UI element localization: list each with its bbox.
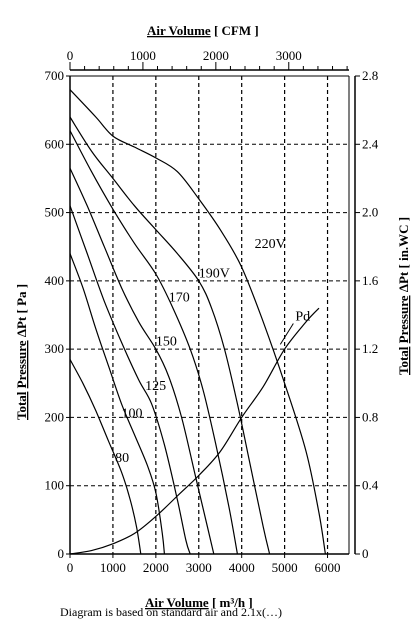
curve-label-170: 170 xyxy=(169,290,190,305)
bottom-tick-label-2: 2000 xyxy=(143,560,169,575)
left-tick-label-3: 300 xyxy=(45,341,65,356)
top-axis-title-word: Air Volume xyxy=(147,23,211,38)
bottom-axis-title-unit: [ m³/h ] xyxy=(209,595,253,610)
pd-leader-line xyxy=(279,323,294,345)
right-tick-label-0: 0 xyxy=(362,546,369,561)
caption-text: Diagram is based on standard air and 2.1… xyxy=(60,605,282,619)
left-tick-label-5: 500 xyxy=(45,205,65,220)
top-tick-label-0: 0 xyxy=(67,48,74,63)
right-tick-label-2: 0.8 xyxy=(362,409,378,424)
left-axis-title-unit: ΔPt [ Pa ] xyxy=(14,284,29,341)
left-axis-title-word2: Pressure xyxy=(14,340,29,388)
curve-150 xyxy=(69,167,215,555)
top-tick-label-3: 3000 xyxy=(276,48,302,63)
top-tick-label-2: 2000 xyxy=(203,48,229,63)
curve-label-150: 150 xyxy=(156,335,177,350)
left-axis-title-word1: Total xyxy=(14,391,29,420)
bottom-axis-title-word: Air Volume xyxy=(145,595,209,610)
top-axis-title-unit: [ CFM ] xyxy=(211,23,259,38)
curve-label-190v: 190V xyxy=(199,266,230,281)
left-tick-label-6: 600 xyxy=(45,136,65,151)
left-tick-label-0: 0 xyxy=(58,546,65,561)
bottom-tick-label-6: 6000 xyxy=(315,560,341,575)
curve-220v xyxy=(69,89,326,555)
right-tick-label-5: 2.0 xyxy=(362,205,378,220)
right-axis-title-word1: Total xyxy=(396,346,411,375)
left-tick-label-7: 700 xyxy=(45,68,65,83)
left-axis-title: Total Pressure ΔPt [ Pa ] xyxy=(14,284,29,420)
right-axis-title: Total Pressure ΔPt [ in.WC ] xyxy=(396,217,411,375)
right-tick-label-3: 1.2 xyxy=(362,341,378,356)
right-tick-label-7: 2.8 xyxy=(362,68,378,83)
curves xyxy=(69,89,326,555)
left-tick-label-4: 400 xyxy=(45,273,65,288)
right-axis-title-unit: ΔPt [ in.WC ] xyxy=(396,217,411,296)
left-tick-label-2: 200 xyxy=(45,409,65,424)
curve-125 xyxy=(69,205,191,555)
tick-labels: 010020030040050060070000.40.81.21.62.02.… xyxy=(45,48,379,575)
bottom-tick-label-1: 1000 xyxy=(100,560,126,575)
right-tick-label-4: 1.6 xyxy=(362,273,379,288)
curve-label-pd: Pd xyxy=(295,309,310,324)
top-tick-label-1: 1000 xyxy=(130,48,156,63)
curve-label-80: 80 xyxy=(115,451,129,466)
bottom-tick-label-5: 5000 xyxy=(272,560,298,575)
curve-label-100: 100 xyxy=(122,406,143,421)
bottom-axis-title: Air Volume [ m³/h ] xyxy=(145,595,253,610)
curve-label-220v: 220V xyxy=(255,237,286,252)
curve-190v xyxy=(69,116,271,555)
bottom-tick-label-4: 4000 xyxy=(229,560,255,575)
axes xyxy=(66,62,360,558)
left-tick-label-1: 100 xyxy=(45,478,65,493)
curve-100 xyxy=(69,253,165,555)
right-tick-label-1: 0.4 xyxy=(362,478,379,493)
curve-80 xyxy=(69,359,142,555)
curve-170 xyxy=(69,130,238,555)
top-axis-title: Air Volume [ CFM ] xyxy=(147,23,259,38)
right-tick-label-6: 2.4 xyxy=(362,136,379,151)
bottom-tick-label-3: 3000 xyxy=(186,560,212,575)
grid-lines xyxy=(70,76,349,554)
curve-label-125: 125 xyxy=(145,379,166,394)
right-axis-title-word2: Pressure xyxy=(396,295,411,343)
bottom-tick-label-0: 0 xyxy=(67,560,74,575)
curve-pd xyxy=(69,307,320,555)
